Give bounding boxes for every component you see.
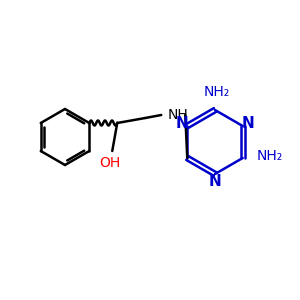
Text: N: N xyxy=(208,173,221,188)
Text: N: N xyxy=(241,116,254,131)
Text: NH₂: NH₂ xyxy=(204,85,230,99)
Text: NH: NH xyxy=(167,108,188,122)
Text: OH: OH xyxy=(100,156,121,170)
Text: N: N xyxy=(176,116,189,131)
Text: NH₂: NH₂ xyxy=(257,149,283,163)
